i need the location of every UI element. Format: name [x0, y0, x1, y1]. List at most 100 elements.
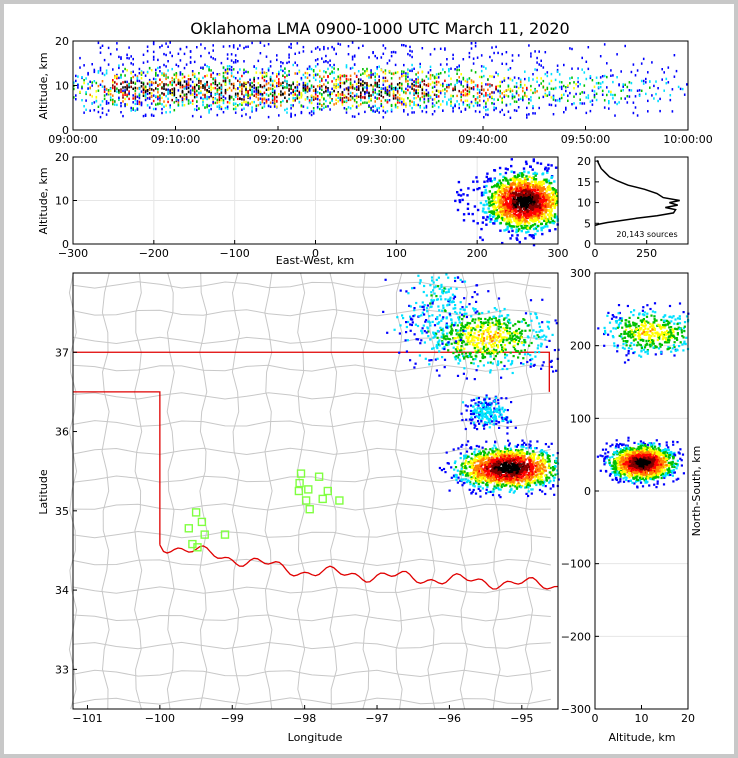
plan-view-source	[517, 472, 520, 476]
time-height-source	[304, 98, 307, 101]
time-height-source	[200, 66, 202, 69]
time-height-source	[249, 97, 251, 100]
time-height-source	[212, 98, 214, 101]
time-height-source	[501, 52, 503, 56]
time-height-source	[155, 95, 157, 98]
time-height-source	[306, 76, 309, 79]
time-height-source	[437, 72, 440, 76]
time-height-source	[288, 70, 290, 73]
time-height-source	[353, 115, 356, 118]
time-height-source	[560, 85, 563, 89]
time-height-source	[610, 93, 612, 96]
time-height-source	[513, 76, 516, 79]
time-height-source	[446, 103, 448, 106]
time-height-source	[99, 103, 102, 107]
east-west-source	[487, 196, 490, 199]
time-height-source	[341, 81, 344, 85]
time-height-source	[380, 68, 383, 72]
time-height-source	[271, 79, 274, 83]
east-west-source	[533, 210, 536, 214]
east-west-source	[517, 180, 521, 183]
time-height-source	[128, 97, 130, 101]
time-height-source	[122, 81, 124, 84]
time-height-x-tick-label: 09:30:00	[356, 133, 405, 146]
time-height-source	[204, 88, 206, 91]
time-height-source	[515, 85, 518, 89]
plan-view-source	[489, 474, 493, 477]
time-height-source	[243, 95, 245, 98]
east-west-source	[535, 184, 538, 187]
east-west-source	[503, 217, 506, 221]
time-height-source	[323, 83, 325, 86]
time-height-source	[403, 91, 405, 94]
time-height-source	[427, 71, 430, 74]
time-height-source	[423, 98, 426, 101]
time-height-source	[610, 90, 612, 94]
east-west-source	[520, 172, 524, 175]
time-height-source	[140, 81, 143, 84]
east-west-source	[515, 230, 518, 234]
east-west-source	[547, 167, 550, 170]
plan-view-source	[494, 454, 498, 457]
time-height-source	[189, 93, 192, 96]
time-height-source	[198, 107, 200, 110]
east-west-source	[529, 165, 532, 168]
east-west-source	[520, 221, 523, 224]
time-height-source	[442, 82, 444, 86]
time-height-source	[497, 51, 499, 55]
time-height-source	[364, 72, 366, 75]
time-height-source	[411, 111, 413, 114]
time-height-source	[161, 107, 163, 111]
time-height-source	[269, 105, 272, 108]
time-height-source	[493, 91, 495, 94]
east-west-source	[545, 201, 548, 204]
east-west-source	[509, 237, 512, 240]
time-height-source	[386, 101, 389, 104]
time-height-source	[265, 88, 268, 91]
time-height-source	[476, 92, 479, 95]
time-height-source	[107, 89, 110, 92]
time-height-source	[577, 85, 579, 88]
east-west-source	[527, 230, 530, 233]
time-height-source	[142, 71, 145, 74]
time-height-source	[169, 51, 171, 54]
time-height-source	[470, 42, 473, 45]
east-west-source	[489, 214, 492, 217]
time-height-source	[423, 95, 426, 98]
plan-view-source	[503, 450, 506, 454]
east-west-source	[491, 200, 494, 203]
plan-view-source	[526, 450, 529, 454]
east-west-source	[527, 203, 530, 207]
time-height-source	[503, 77, 506, 80]
east-west-source	[525, 231, 528, 234]
time-height-source	[292, 88, 294, 92]
time-height-source	[388, 91, 391, 94]
time-height-source	[276, 105, 278, 108]
time-height-source	[452, 94, 454, 98]
east-west-source	[544, 205, 547, 208]
east-west-source	[550, 196, 554, 199]
time-height-source	[232, 61, 235, 64]
time-height-source	[442, 109, 444, 112]
time-height-source	[331, 99, 333, 102]
time-height-source	[79, 66, 81, 69]
time-height-source	[480, 92, 483, 96]
time-height-source	[368, 76, 370, 79]
time-height-source	[464, 107, 467, 111]
time-height-source	[355, 94, 358, 98]
east-west-source	[507, 182, 510, 185]
time-height-source	[339, 43, 342, 46]
time-height-source	[546, 71, 549, 74]
east-west-source	[488, 190, 491, 193]
east-west-source	[506, 227, 509, 230]
time-height-source	[503, 95, 506, 99]
time-height-source	[191, 80, 194, 84]
time-height-source	[134, 102, 137, 106]
time-height-source	[128, 90, 130, 93]
plan-view-source	[541, 472, 545, 475]
east-west-source	[523, 211, 527, 214]
time-height-source	[261, 98, 264, 101]
time-height-source	[472, 62, 475, 65]
time-height-source	[259, 97, 262, 100]
